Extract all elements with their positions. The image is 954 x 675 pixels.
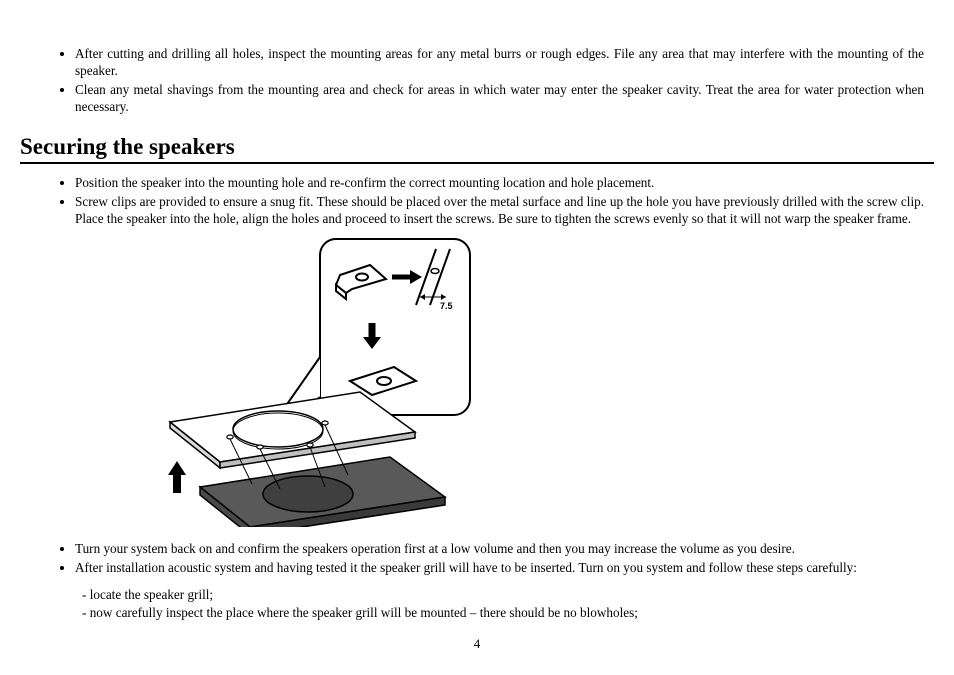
instruction-figure: 7.5 bbox=[140, 237, 934, 532]
up-arrow-icon bbox=[168, 461, 186, 493]
list-item: After installation acoustic system and h… bbox=[75, 559, 934, 576]
list-item: Turn your system back on and confirm the… bbox=[75, 540, 934, 557]
list-item: Screw clips are provided to ensure a snu… bbox=[75, 193, 934, 227]
list-item: Clean any metal shavings from the mounti… bbox=[75, 81, 934, 115]
speaker-mounting-diagram-icon: 7.5 bbox=[140, 237, 480, 527]
steps-bottom-list: Turn your system back on and confirm the… bbox=[20, 540, 934, 576]
sub-steps-list: locate the speaker grill; now carefully … bbox=[82, 586, 934, 622]
page-number: 4 bbox=[20, 636, 934, 652]
intro-bullet-list: After cutting and drilling all holes, in… bbox=[20, 45, 934, 116]
sub-list-item: now carefully inspect the place where th… bbox=[82, 604, 934, 622]
sub-list-item: locate the speaker grill; bbox=[82, 586, 934, 604]
list-item: After cutting and drilling all holes, in… bbox=[75, 45, 934, 79]
document-page: After cutting and drilling all holes, in… bbox=[0, 0, 954, 672]
dimension-label: 7.5 bbox=[440, 301, 453, 311]
steps-top-list: Position the speaker into the mounting h… bbox=[20, 174, 934, 227]
section-heading: Securing the speakers bbox=[20, 134, 934, 164]
list-item: Position the speaker into the mounting h… bbox=[75, 174, 934, 191]
